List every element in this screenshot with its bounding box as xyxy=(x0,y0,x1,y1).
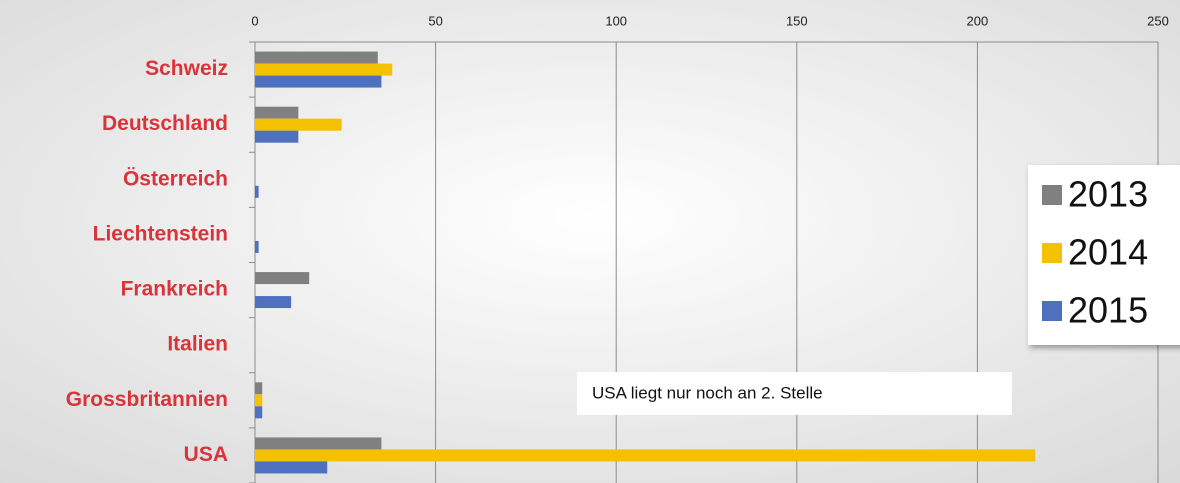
bar xyxy=(255,296,292,309)
bar xyxy=(255,106,299,119)
bar xyxy=(255,382,263,395)
legend-swatch xyxy=(1042,185,1062,205)
y-tick-label: Grossbritannien xyxy=(66,388,228,411)
x-tick-label: 250 xyxy=(1147,13,1169,28)
bar xyxy=(255,449,1036,462)
y-tick-label: Schweiz xyxy=(145,57,228,80)
x-tick-label: 50 xyxy=(428,13,442,28)
y-tick-label: Deutschland xyxy=(102,112,228,135)
bar xyxy=(255,185,259,198)
y-tick-label: Frankreich xyxy=(121,278,228,301)
bar xyxy=(255,240,259,253)
x-tick-label: 150 xyxy=(786,13,808,28)
legend-label: 2014 xyxy=(1068,232,1148,273)
y-tick-label: USA xyxy=(184,443,228,466)
bar xyxy=(255,51,378,64)
bar xyxy=(255,437,382,450)
legend-label: 2015 xyxy=(1068,290,1148,331)
annotation-box xyxy=(577,372,1012,415)
bar xyxy=(255,272,310,285)
y-tick-label: Italien xyxy=(167,333,228,356)
bar xyxy=(255,394,263,407)
legend-swatch xyxy=(1042,243,1062,263)
legend-label: 2013 xyxy=(1068,174,1148,215)
x-tick-label: 200 xyxy=(967,13,989,28)
bar xyxy=(255,75,382,88)
annotation: USA liegt nur noch an 2. Stelle xyxy=(592,383,823,402)
bar xyxy=(255,406,263,419)
bar xyxy=(255,130,299,143)
bar xyxy=(255,461,328,474)
legend-swatch xyxy=(1042,301,1062,321)
y-tick-label: Österreich xyxy=(123,167,228,190)
x-tick-label: 0 xyxy=(251,13,258,28)
bar xyxy=(255,118,342,131)
x-tick-label: 100 xyxy=(605,13,627,28)
bar xyxy=(255,63,393,76)
y-tick-label: Liechtenstein xyxy=(93,222,228,245)
